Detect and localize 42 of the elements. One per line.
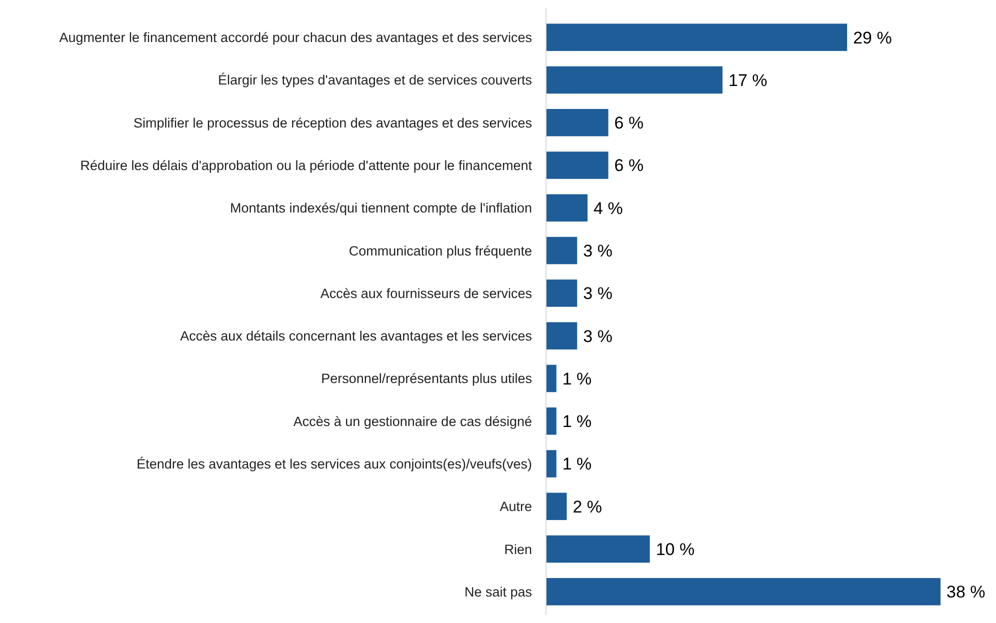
- y-tick-label: Accès aux fournisseurs de services: [320, 286, 532, 301]
- y-tick-label: Communication plus fréquente: [348, 243, 532, 258]
- data-label: 6 %: [614, 114, 644, 133]
- y-tick-label: Accès à un gestionnaire de cas désigné: [293, 414, 532, 429]
- bar: [546, 450, 556, 478]
- y-tick-label: Accès aux détails concernant les avantages et les services: [180, 328, 532, 344]
- bar: [546, 364, 556, 392]
- bar: [546, 280, 578, 307]
- bar: [546, 578, 941, 606]
- data-label: 10 %: [656, 540, 695, 559]
- y-tick-label: Élargir les types d'avantages et de services couverts: [218, 72, 532, 88]
- bar: [546, 152, 608, 179]
- data-label: 3 %: [583, 326, 612, 346]
- data-label: 38 %: [946, 582, 986, 602]
- data-label: 3 %: [583, 284, 612, 304]
- bar: [546, 24, 848, 51]
- y-tick-label: Rien: [504, 542, 532, 557]
- data-label: 3 %: [583, 241, 612, 260]
- y-tick-label: Réduire les délais d'approbation ou la période d'attente pour le financement: [80, 158, 532, 173]
- data-label: 1 %: [562, 412, 592, 432]
- bar: [546, 492, 567, 520]
- y-tick-label: Augmenter le financement accordé pour chacun des avantages et des services: [59, 30, 532, 46]
- y-tick-label: Étendre les avantages et les services aux conjoints(es)/veufs(ves): [136, 456, 532, 472]
- y-tick-label: Ne sait pas: [464, 584, 532, 600]
- data-label: 1 %: [562, 454, 592, 474]
- bar: [546, 66, 723, 94]
- bar: [546, 322, 578, 350]
- y-tick-label: Montants indexés/qui tiennent compte de l'inflation: [230, 200, 532, 216]
- data-label: 17 %: [728, 70, 768, 90]
- bar: [546, 108, 608, 136]
- bar: [546, 236, 578, 264]
- y-tick-label: Simplifier le processus de réception des avantages et des services: [134, 115, 532, 130]
- data-label: 2 %: [572, 497, 602, 516]
- bar: [546, 535, 650, 563]
- bar: [546, 407, 556, 435]
- data-label: 29 %: [853, 28, 892, 48]
- data-label: 4 %: [594, 198, 623, 218]
- y-tick-label: Autre: [500, 499, 532, 514]
- data-label: 1 %: [562, 369, 592, 388]
- data-label: 6 %: [614, 156, 644, 176]
- bar: [546, 194, 588, 222]
- y-tick-label: Personnel/représentants plus utiles: [321, 371, 532, 386]
